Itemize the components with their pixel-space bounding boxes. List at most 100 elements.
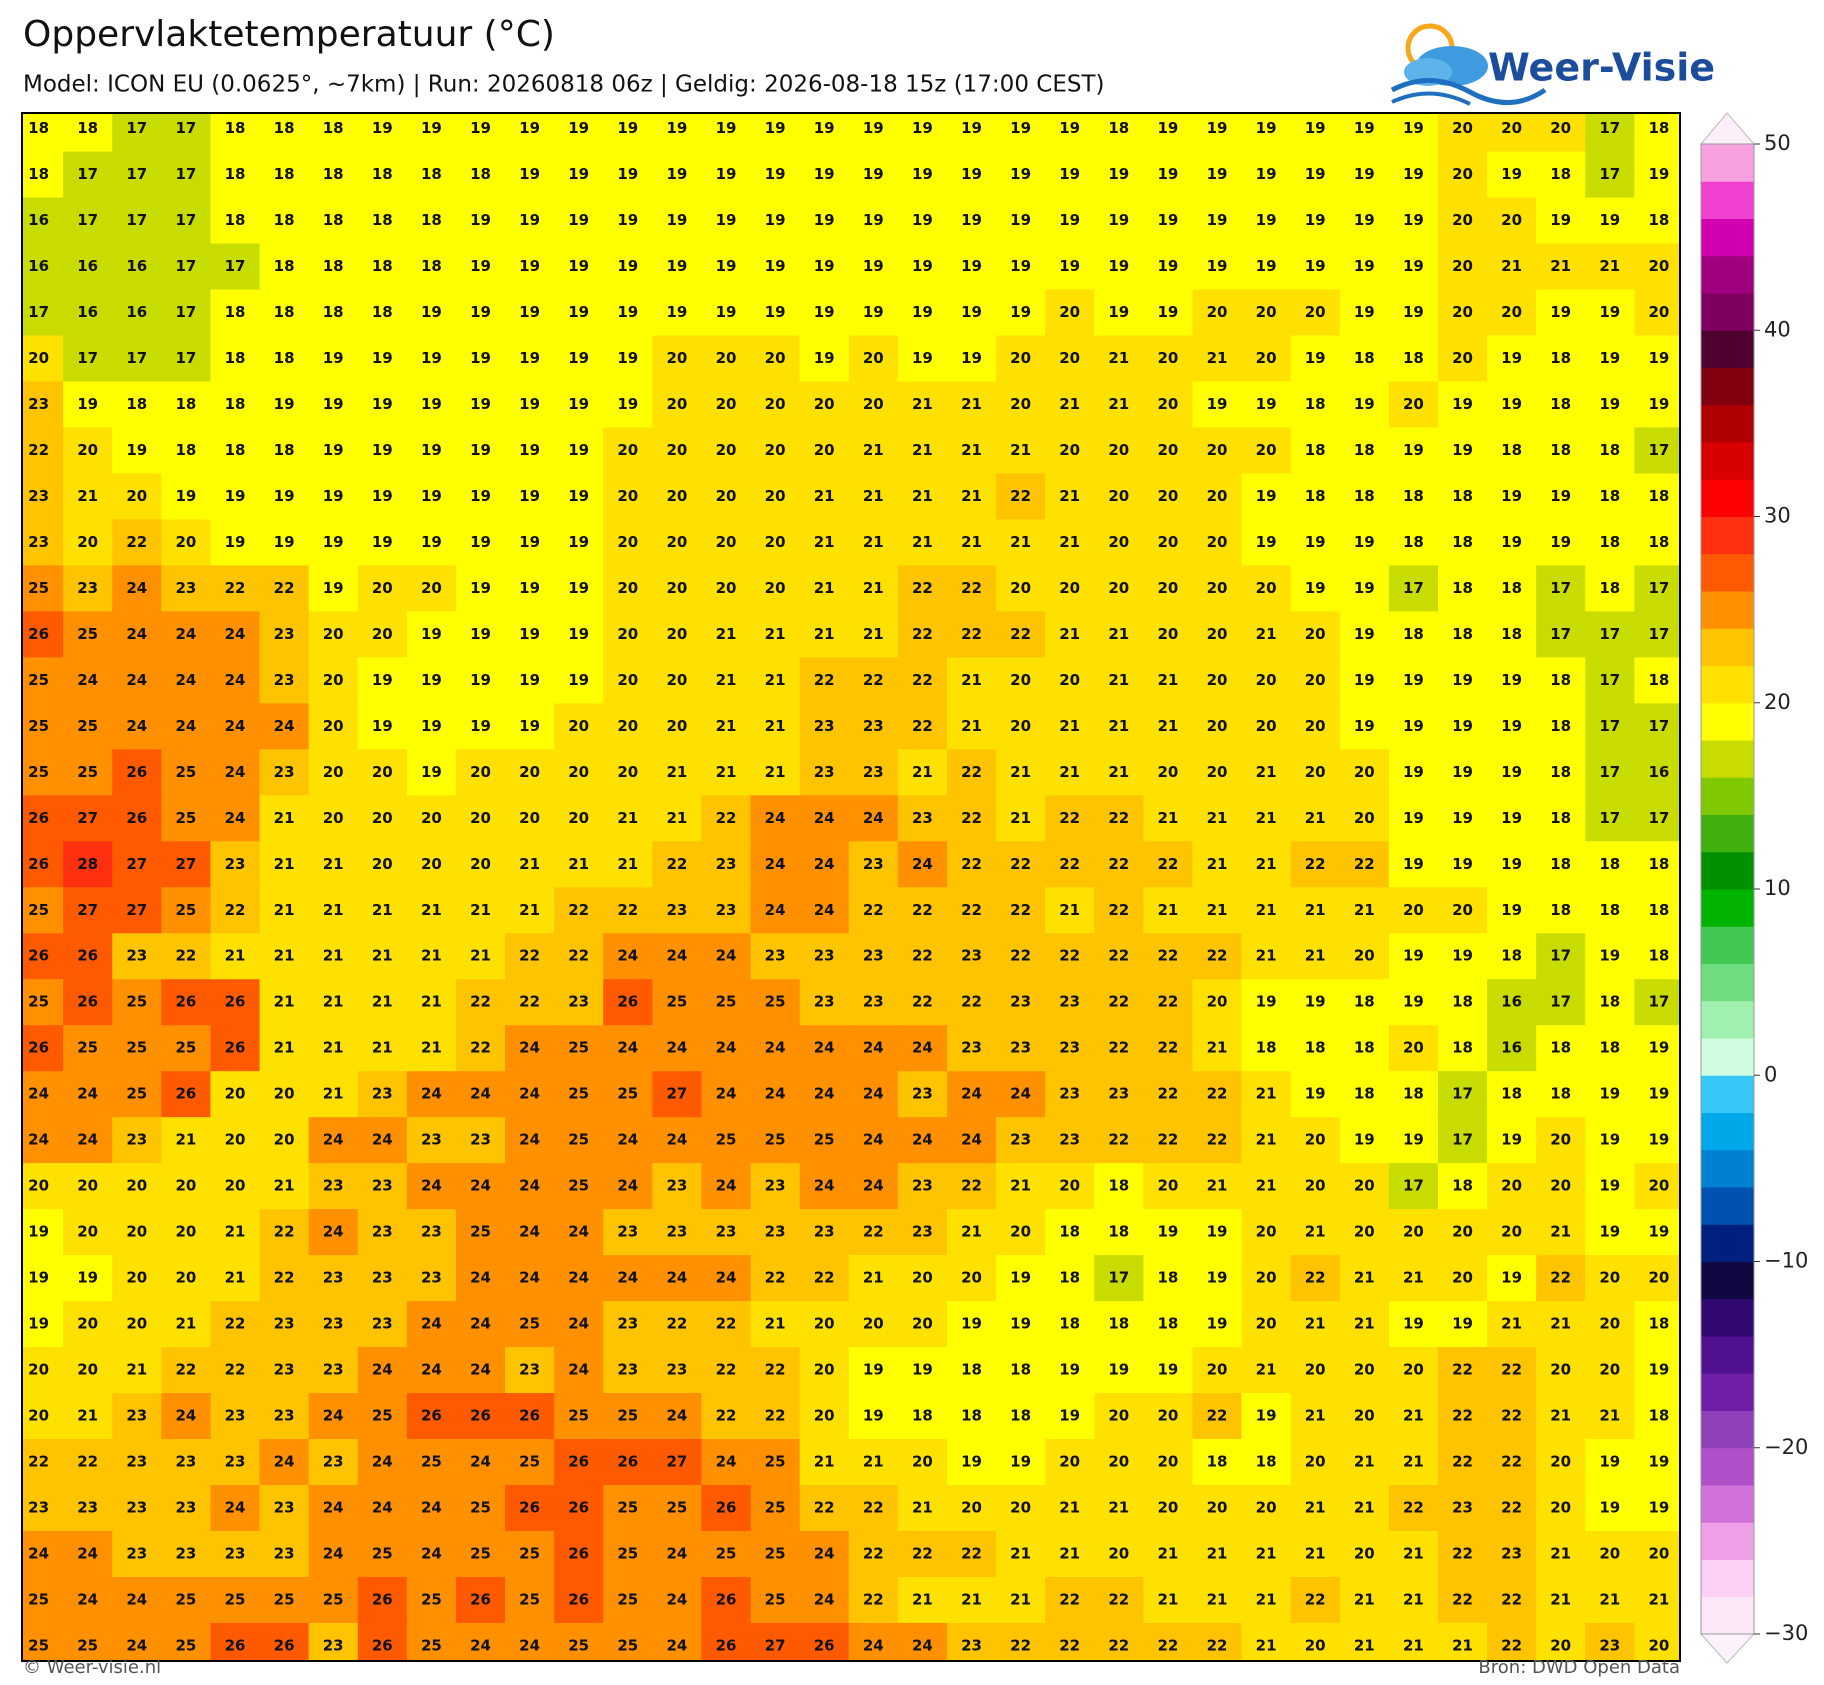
temperature-label: 20 <box>126 1269 147 1287</box>
temperature-label: 20 <box>912 1315 933 1333</box>
temperature-label: 17 <box>126 165 147 183</box>
temperature-label: 18 <box>1157 1269 1178 1287</box>
colorbar-band <box>1701 1112 1754 1151</box>
temperature-cell <box>897 243 948 291</box>
temperature-label: 19 <box>1501 855 1522 873</box>
temperature-label: 22 <box>912 717 933 735</box>
temperature-label: 24 <box>912 1131 933 1149</box>
temperature-label: 20 <box>28 1361 49 1379</box>
temperature-cell <box>161 113 212 153</box>
temperature-label: 20 <box>666 533 687 551</box>
temperature-cell <box>406 197 457 245</box>
temperature-cell <box>1045 703 1095 750</box>
temperature-cell <box>701 335 752 383</box>
temperature-cell <box>1585 243 1635 291</box>
temperature-label: 17 <box>126 211 147 229</box>
temperature-label: 23 <box>274 763 295 781</box>
temperature-cell <box>22 565 64 612</box>
temperature-label: 18 <box>1305 487 1326 505</box>
temperature-label: 16 <box>126 303 147 321</box>
temperature-label: 20 <box>1550 1361 1571 1379</box>
temperature-label: 23 <box>814 1223 835 1241</box>
temperature-label: 26 <box>519 1407 540 1425</box>
temperature-cell <box>1094 565 1144 612</box>
temperature-cell <box>1634 565 1680 612</box>
temperature-cell <box>799 151 850 199</box>
temperature-label: 24 <box>519 1269 540 1287</box>
temperature-label: 25 <box>77 1039 98 1057</box>
temperature-label: 22 <box>863 901 884 919</box>
temperature-label: 23 <box>175 579 196 597</box>
temperature-cell <box>799 519 850 567</box>
temperature-cell <box>996 381 1046 429</box>
temperature-label: 21 <box>1305 1407 1326 1425</box>
temperature-cell <box>1192 657 1243 704</box>
temperature-cell <box>406 519 457 567</box>
temperature-cell <box>406 749 457 796</box>
temperature-label: 21 <box>765 671 786 689</box>
temperature-cell <box>1634 243 1680 291</box>
temperature-cell <box>161 795 212 842</box>
temperature-label: 27 <box>126 901 147 919</box>
temperature-cell <box>357 519 408 567</box>
temperature-label: 17 <box>77 349 98 367</box>
temperature-cell <box>1536 519 1586 567</box>
temperature-label: 18 <box>1501 441 1522 459</box>
temperature-label: 17 <box>1599 165 1620 183</box>
temperature-cell <box>357 381 408 429</box>
temperature-label: 19 <box>421 441 442 459</box>
temperature-label: 19 <box>519 533 540 551</box>
temperature-label: 23 <box>323 1361 344 1379</box>
temperature-label: 22 <box>912 1544 933 1562</box>
temperature-cell <box>652 657 703 704</box>
temperature-cell <box>996 427 1046 475</box>
colorbar-band <box>1701 255 1754 294</box>
temperature-label: 21 <box>1599 257 1620 275</box>
temperature-label: 22 <box>1108 809 1129 827</box>
temperature-cell <box>652 335 703 383</box>
temperature-label: 21 <box>863 1453 884 1471</box>
temperature-label: 19 <box>568 349 589 367</box>
temperature-label: 18 <box>323 119 344 137</box>
temperature-label: 19 <box>519 349 540 367</box>
temperature-cell <box>161 473 212 521</box>
temperature-cell <box>455 565 506 612</box>
temperature-label: 18 <box>225 441 246 459</box>
temperature-cell <box>750 519 801 567</box>
temperature-label: 24 <box>77 1085 98 1103</box>
temperature-label: 19 <box>470 441 491 459</box>
temperature-label: 22 <box>1207 1131 1228 1149</box>
temperature-label: 19 <box>568 165 589 183</box>
temperature-cell <box>1487 749 1537 796</box>
temperature-label: 19 <box>1452 855 1473 873</box>
colorbar-band <box>1701 1261 1754 1300</box>
temperature-label: 23 <box>568 993 589 1011</box>
colorbar-band <box>1701 367 1754 406</box>
temperature-cell <box>112 657 162 704</box>
temperature-cell <box>701 749 752 796</box>
temperature-cell <box>1094 657 1144 704</box>
temperature-label: 23 <box>765 947 786 965</box>
temperature-label: 23 <box>126 1407 147 1425</box>
temperature-label: 22 <box>1452 1407 1473 1425</box>
temperature-label: 19 <box>568 441 589 459</box>
temperature-cell <box>1094 703 1144 750</box>
temperature-label: 21 <box>814 533 835 551</box>
temperature-label: 26 <box>77 993 98 1011</box>
temperature-label: 18 <box>1108 119 1129 137</box>
temperature-label: 19 <box>1403 993 1424 1011</box>
temperature-cell <box>112 749 162 796</box>
temperature-cell <box>357 113 408 153</box>
temperature-label: 20 <box>1157 395 1178 413</box>
temperature-label: 18 <box>1108 1177 1129 1195</box>
temperature-label: 19 <box>1256 257 1277 275</box>
temperature-cell <box>1094 289 1144 337</box>
temperature-cell <box>1241 113 1292 153</box>
temperature-label: 19 <box>1452 671 1473 689</box>
temperature-label: 21 <box>77 487 98 505</box>
temperature-label: 20 <box>1305 1131 1326 1149</box>
temperature-cell <box>1487 611 1537 658</box>
temperature-label: 20 <box>1452 119 1473 137</box>
temperature-label: 23 <box>323 1636 344 1654</box>
temperature-label: 20 <box>175 1177 196 1195</box>
